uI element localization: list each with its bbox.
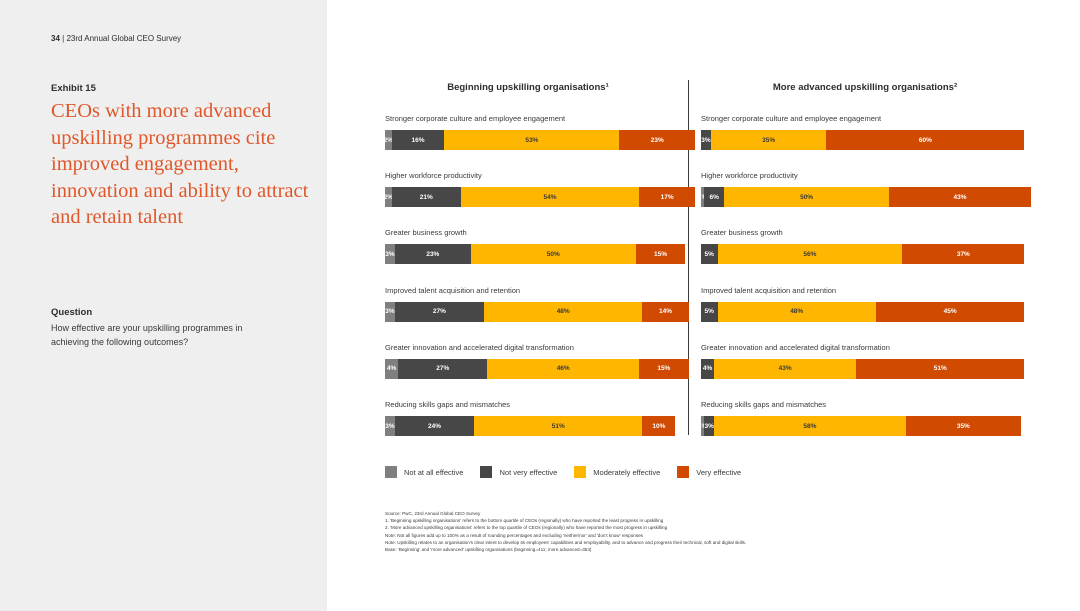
- bar-segment-moderately: 54%: [460, 187, 640, 208]
- row-label: Greater innovation and accelerated digit…: [701, 342, 890, 352]
- bar-segment-not-very: 23%: [394, 244, 471, 265]
- page-header: 34 | 23rd Annual Global CEO Survey: [51, 34, 181, 43]
- legend-label-not-very: Not very effective: [499, 467, 558, 477]
- footnote-source: Source: PwC, 23rd Annual Global CEO Surv…: [385, 511, 481, 516]
- bar-segment-not-very: 3%: [701, 130, 711, 150]
- bar-segment-not-at-all: 3%: [385, 301, 395, 322]
- bar-segment-moderately: 46%: [487, 358, 640, 379]
- exhibit-label: Exhibit 15: [51, 83, 96, 94]
- bar-segment-not-very: 4%: [701, 358, 715, 379]
- row-label: Stronger corporate culture and employee …: [385, 114, 566, 123]
- bar-segment-not-very: 16%: [391, 130, 445, 150]
- row-label: Reducing skills gaps and mismatches: [701, 400, 827, 409]
- bar-segment-not-at-all: 2%: [384, 130, 393, 150]
- legend-swatch-not-at-all: [385, 466, 397, 478]
- bar-segment-moderately: 56%: [717, 244, 903, 265]
- bar-segment-not-at-all: 2%: [384, 187, 393, 208]
- bar-segment-very: 43%: [889, 187, 1031, 208]
- row-label: Greater innovation and accelerated digit…: [385, 342, 574, 352]
- bar-segment-not-very: 27%: [398, 358, 488, 379]
- row-label: Improved talent acquisition and retentio…: [385, 285, 521, 295]
- left-panel: [0, 0, 327, 611]
- legend-item-moderately: Moderately effective: [574, 466, 660, 478]
- legend-swatch-moderately: [574, 466, 587, 478]
- bar-segment-moderately: 51%: [474, 416, 643, 436]
- legend-swatch-very: [677, 466, 690, 478]
- bar-segment-very: 51%: [856, 358, 1025, 379]
- bar-segment-not-very: 24%: [394, 416, 475, 436]
- row-label: Higher workforce productivity: [701, 171, 798, 181]
- bar-segment-moderately: 50%: [724, 187, 890, 208]
- row-label: Reducing skills gaps and mismatches: [385, 400, 511, 409]
- bar-segment-very: 17%: [639, 187, 696, 208]
- legend-item-very: Very effective: [677, 466, 741, 478]
- row-label: Higher workforce productivity: [385, 171, 482, 181]
- row-label: Improved talent acquisition and retentio…: [701, 285, 837, 295]
- bar-segment-very: 10%: [642, 416, 676, 436]
- bar-segment-very: 35%: [905, 416, 1022, 436]
- bar-segment-not-very: 6%: [704, 187, 725, 208]
- legend-swatch-not-very: [480, 466, 493, 478]
- bar-segment-very: 15%: [635, 244, 686, 265]
- bar-segment-not-very: 5%: [701, 244, 718, 265]
- bar-segment-moderately: 48%: [717, 301, 876, 322]
- bar-segment-not-very: 21%: [391, 187, 461, 208]
- panel-title-advanced: More advanced upskilling organisations²: [772, 82, 958, 93]
- bar-segment-not-very: 3%: [704, 416, 715, 436]
- bar-segment-moderately: 48%: [484, 301, 643, 322]
- bar-segment-not-at-all: 3%: [385, 416, 395, 436]
- footnote-note-rounding: Note: Not all figures add up to 100% as …: [385, 532, 643, 538]
- bar-segment-very: 23%: [619, 130, 696, 150]
- bar-segment-very: 60%: [826, 130, 1025, 150]
- panel-divider: [688, 80, 689, 435]
- bar-segment-moderately: 43%: [714, 358, 857, 379]
- bar-segment-moderately: 53%: [444, 130, 620, 150]
- bar-segment-not-at-all: 3%: [385, 244, 395, 265]
- footnote-2: 2. 'More advanced upskilling organisatio…: [385, 525, 668, 531]
- document-title: 23rd Annual Global CEO Survey: [66, 34, 182, 43]
- bar-segment-not-at-all: 4%: [385, 358, 399, 379]
- legend-label-very: Very effective: [696, 467, 742, 477]
- footnotes: Source: PwC, 23rd Annual Global CEO Surv…: [385, 510, 746, 553]
- page-number: 34: [51, 34, 60, 43]
- bar-segment-moderately: 35%: [710, 130, 827, 150]
- legend-item-not-very: Not very effective: [480, 466, 557, 478]
- chart-legend: Not at all effective Not very effective …: [385, 466, 758, 478]
- legend-label-moderately: Moderately effective: [593, 467, 661, 477]
- bar-segment-moderately: 50%: [470, 244, 636, 265]
- footnote-1: 1. 'Beginning upskilling organisations' …: [385, 518, 664, 524]
- question-label: Question: [51, 307, 93, 318]
- bar-segment-moderately: 58%: [714, 416, 906, 436]
- panel-title-beginning: Beginning upskilling organisations¹: [447, 82, 609, 93]
- bar-segment-very: 15%: [639, 358, 689, 379]
- legend-item-not-at-all: Not at all effective: [385, 466, 463, 478]
- bar-segment-not-at-all: 1%: [698, 416, 707, 436]
- bar-segment-not-very: 27%: [394, 301, 484, 322]
- bar-segment-not-at-all: 1%: [698, 187, 707, 208]
- row-label: Greater business growth: [385, 228, 467, 238]
- footnote-note-upskilling: Note: Upskilling relates to an organisat…: [385, 539, 747, 545]
- bar-segment-very: 37%: [902, 244, 1025, 265]
- legend-label-not-at-all: Not at all effective: [404, 467, 464, 477]
- header-separator: |: [62, 34, 65, 43]
- headline: CEOs with more advanced upskilling progr…: [51, 100, 309, 229]
- row-label: Stronger corporate culture and employee …: [701, 114, 882, 123]
- bar-segment-not-very: 5%: [701, 301, 718, 322]
- row-label: Greater business growth: [701, 228, 783, 238]
- bar-segment-very: 45%: [875, 301, 1025, 322]
- bar-segment-very: 14%: [642, 301, 689, 322]
- question-text: How effective are your upskilling progra…: [51, 323, 243, 347]
- footnote-base: Base: 'Beginning' and 'more advanced' up…: [385, 547, 592, 553]
